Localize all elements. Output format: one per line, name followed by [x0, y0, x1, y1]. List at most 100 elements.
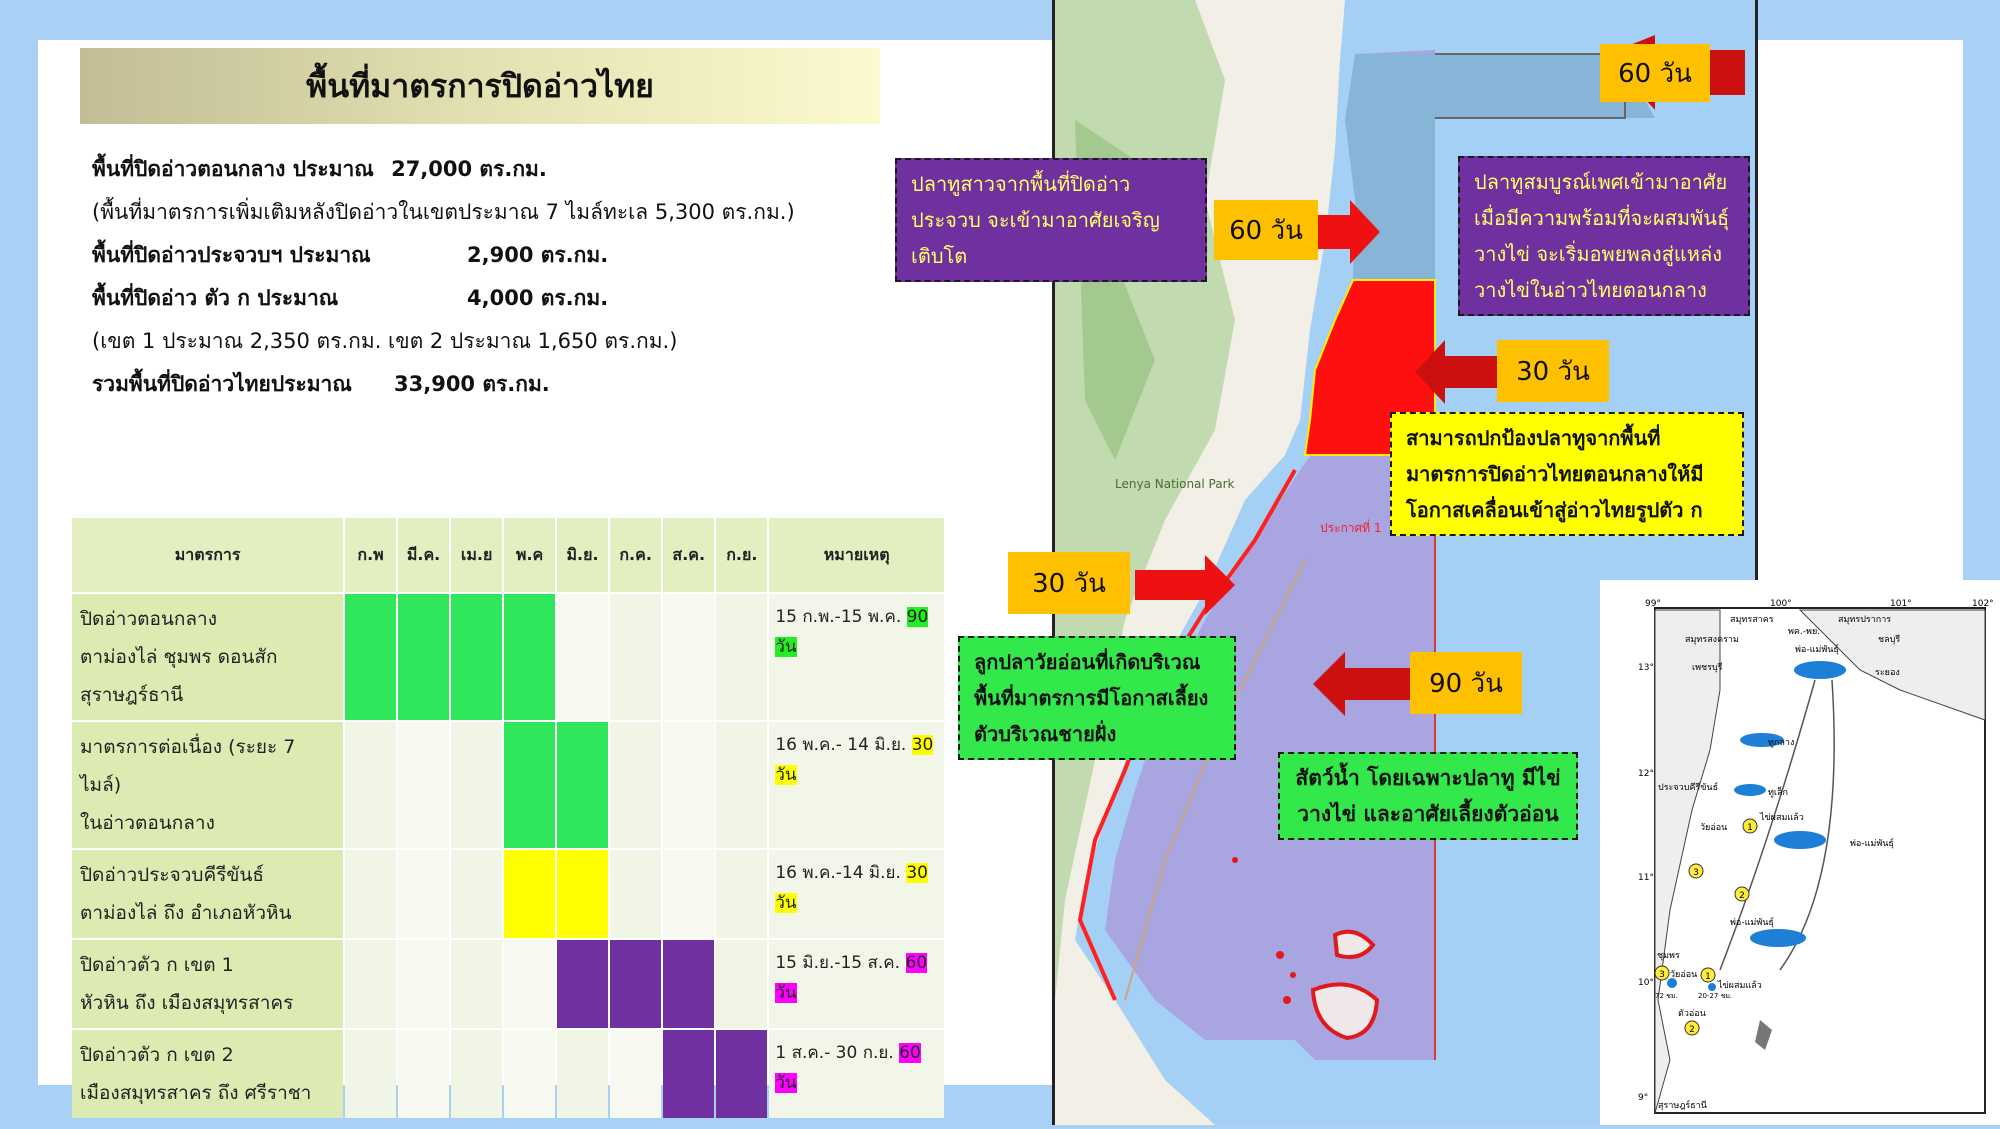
note-dates: 15 มิ.ย.-15 ส.ค.	[775, 953, 901, 973]
measure-text: เมืองสมุทรสาคร ถึง ศรีราชา	[80, 1082, 312, 1104]
month-cell-active	[504, 850, 555, 938]
inset-island	[1755, 1020, 1772, 1050]
kor-area-note: (เขต 1 ประมาณ 2,350 ตร.กม. เขต 2 ประมาณ …	[92, 329, 678, 353]
islet	[1276, 951, 1284, 959]
callout-spawn: สัตว์น้ำ โดยเฉพาะปลาทู มีไข่ วางไข่ และอ…	[1278, 752, 1578, 840]
header-month: ก.พ	[345, 518, 396, 592]
table-row: ปิดอ่าวตอนกลาง ตาม่องไล่ ชุมพร ดอนสัก สุ…	[72, 594, 944, 720]
note-days-unit: วัน	[775, 893, 797, 913]
fish-label: ทูเล็ก	[1768, 785, 1788, 798]
note-cell: 16 พ.ค.-14 มิ.ย. 30 วัน	[769, 850, 944, 938]
fish-label: พ่อ-แม่พันธุ์	[1795, 643, 1839, 655]
central-area-line: พื้นที่ปิดอ่าวตอนกลาง ประมาณ 27,000 ตร.ก…	[92, 148, 852, 191]
header-month: ก.ย.	[716, 518, 768, 592]
callout-larvae: ลูกปลาวัยอ่อนที่เกิดบริเวณพื้นที่มาตรการ…	[958, 636, 1236, 760]
page-title: พื้นที่มาตรการปิดอ่าวไทย	[80, 48, 880, 124]
month-cell-active	[557, 722, 609, 848]
arrow-30-left	[1135, 555, 1235, 615]
month-cell	[345, 722, 396, 848]
inset-place: สมุทรสาคร	[1730, 615, 1774, 625]
month-cell-active	[504, 594, 555, 720]
note-dates: 16 พ.ค.- 14 มิ.ย.	[775, 735, 907, 755]
month-cell	[397, 850, 450, 938]
central-area-value: 27,000 ตร.กม.	[391, 157, 547, 181]
lon-label: 100°	[1770, 599, 1792, 609]
stage-marker-label: 1	[1747, 823, 1753, 833]
prachuap-area-label: พื้นที่ปิดอ่าวประจวบฯ ประมาณ	[92, 243, 371, 267]
lon-label: 101°	[1890, 599, 1912, 609]
fish-icon	[1774, 831, 1826, 849]
month-cell	[504, 1030, 555, 1118]
header-measure: มาตรการ	[72, 518, 344, 592]
total-area-value: 33,900 ตร.กม.	[394, 372, 550, 396]
month-cell	[716, 850, 768, 938]
fish-icon	[1734, 784, 1766, 796]
month-cell	[451, 1030, 503, 1118]
note-dates: 1 ส.ค.- 30 ก.ย.	[775, 1043, 894, 1063]
stage-label: 20-27 ชม.	[1698, 992, 1732, 1000]
measure-text: ในอ่าวตอนกลาง	[80, 812, 215, 834]
month-cell	[663, 594, 715, 720]
month-cell	[504, 940, 555, 1028]
measure-text: หัวหิน ถึง เมืองสมุทรสาคร	[80, 992, 294, 1014]
island-samui	[1310, 982, 1380, 1041]
stage-label: 72 ชม.	[1655, 992, 1678, 1000]
lat-label: 9°	[1638, 1093, 1648, 1103]
measure-text: มาตรการต่อเนื่อง (ระยะ 7 ไมล์)	[80, 736, 296, 796]
lat-label: 11°	[1638, 873, 1654, 883]
note-days: 30	[906, 863, 928, 883]
kor-area-value: 4,000 ตร.กม.	[467, 286, 609, 310]
month-cell-active	[504, 722, 555, 848]
total-area-line: รวมพื้นที่ปิดอ่าวไทยประมาณ 33,900 ตร.กม.	[92, 363, 852, 406]
measure-text: ปิดอ่าวตอนกลาง	[80, 608, 217, 630]
month-cell-active	[557, 850, 609, 938]
stage-marker-label: 1	[1705, 972, 1711, 982]
stage-marker-label: 2	[1739, 891, 1745, 901]
stage-marker-label: 3	[1659, 970, 1665, 980]
days-badge-30-left: 30 วัน	[1008, 552, 1130, 614]
stage-marker	[1700, 967, 1716, 983]
fish-icon	[1750, 929, 1806, 947]
month-cell	[397, 940, 450, 1028]
kor-area-line: พื้นที่ปิดอ่าว ตัว ก ประมาณ 4,000 ตร.กม.	[92, 277, 852, 320]
inset-place: ประจวบคีรีขันธ์	[1658, 781, 1718, 793]
measure-text: สุราษฎร์ธานี	[80, 684, 184, 706]
table-row: ปิดอ่าวตัว ก เขต 2 เมืองสมุทรสาคร ถึง ศร…	[72, 1030, 944, 1118]
lat-label: 10°	[1638, 978, 1654, 988]
island-phangan	[1332, 929, 1376, 959]
table-header-row: มาตรการ ก.พ มี.ค. เม.ย พ.ค มิ.ย. ก.ค. ส.…	[72, 518, 944, 592]
inset-graphic: 99° 100° 101° 102° 13° 12° 11° 10° 9° 1 …	[1638, 599, 1994, 1114]
egg-dot	[1667, 978, 1677, 988]
note-cell: 15 มิ.ย.-15 ส.ค. 60 วัน	[769, 940, 944, 1028]
prachuap-area-value: 2,900 ตร.กม.	[467, 243, 609, 267]
header-month: เม.ย	[451, 518, 503, 592]
month-cell	[663, 722, 715, 848]
header-note: หมายเหตุ	[769, 518, 944, 592]
month-cell-active	[557, 940, 609, 1028]
month-cell	[345, 850, 396, 938]
fish-icon	[1794, 661, 1846, 679]
inset-place: สมุทรสงคราม	[1685, 635, 1739, 645]
month-cell	[716, 594, 768, 720]
islet	[1290, 972, 1296, 978]
fish-label: ทูกลาง	[1768, 738, 1794, 748]
measure-text: ปิดอ่าวตัว ก เขต 2	[80, 1044, 234, 1066]
month-cell	[557, 1030, 609, 1118]
table-row: ปิดอ่าวประจวบคีรีขันธ์ ตาม่องไล่ ถึง อำเ…	[72, 850, 944, 938]
note-days: 90	[906, 607, 929, 627]
inset-place: ระยอง	[1875, 668, 1900, 678]
central-area-label: พื้นที่ปิดอ่าวตอนกลาง ประมาณ	[92, 157, 374, 181]
measure-text: ตาม่องไล่ ถึง อำเภอหัวหิน	[80, 902, 292, 924]
note-days: 60	[905, 953, 928, 973]
month-cell-active	[663, 1030, 715, 1118]
central-area-note: (พื้นที่มาตรการเพิ่มเติมหลังปิดอ่าวในเขต…	[92, 200, 795, 224]
header-month: ก.ค.	[610, 518, 662, 592]
measure-text: ปิดอ่าวประจวบคีรีขันธ์	[80, 864, 264, 886]
callout-juvenile: ปลาทูสาวจากพื้นที่ปิดอ่าวประจวบ จะเข้ามา…	[895, 158, 1207, 282]
stage-label: พค.-พย.	[1788, 627, 1820, 637]
measure-cell: ปิดอ่าวตัว ก เขต 2 เมืองสมุทรสาคร ถึง ศร…	[72, 1030, 344, 1118]
month-cell-active	[397, 594, 450, 720]
month-cell	[557, 594, 609, 720]
migration-inset-map: 99° 100° 101° 102° 13° 12° 11° 10° 9° 1 …	[1600, 580, 2000, 1125]
migration-route	[1719, 679, 1816, 971]
